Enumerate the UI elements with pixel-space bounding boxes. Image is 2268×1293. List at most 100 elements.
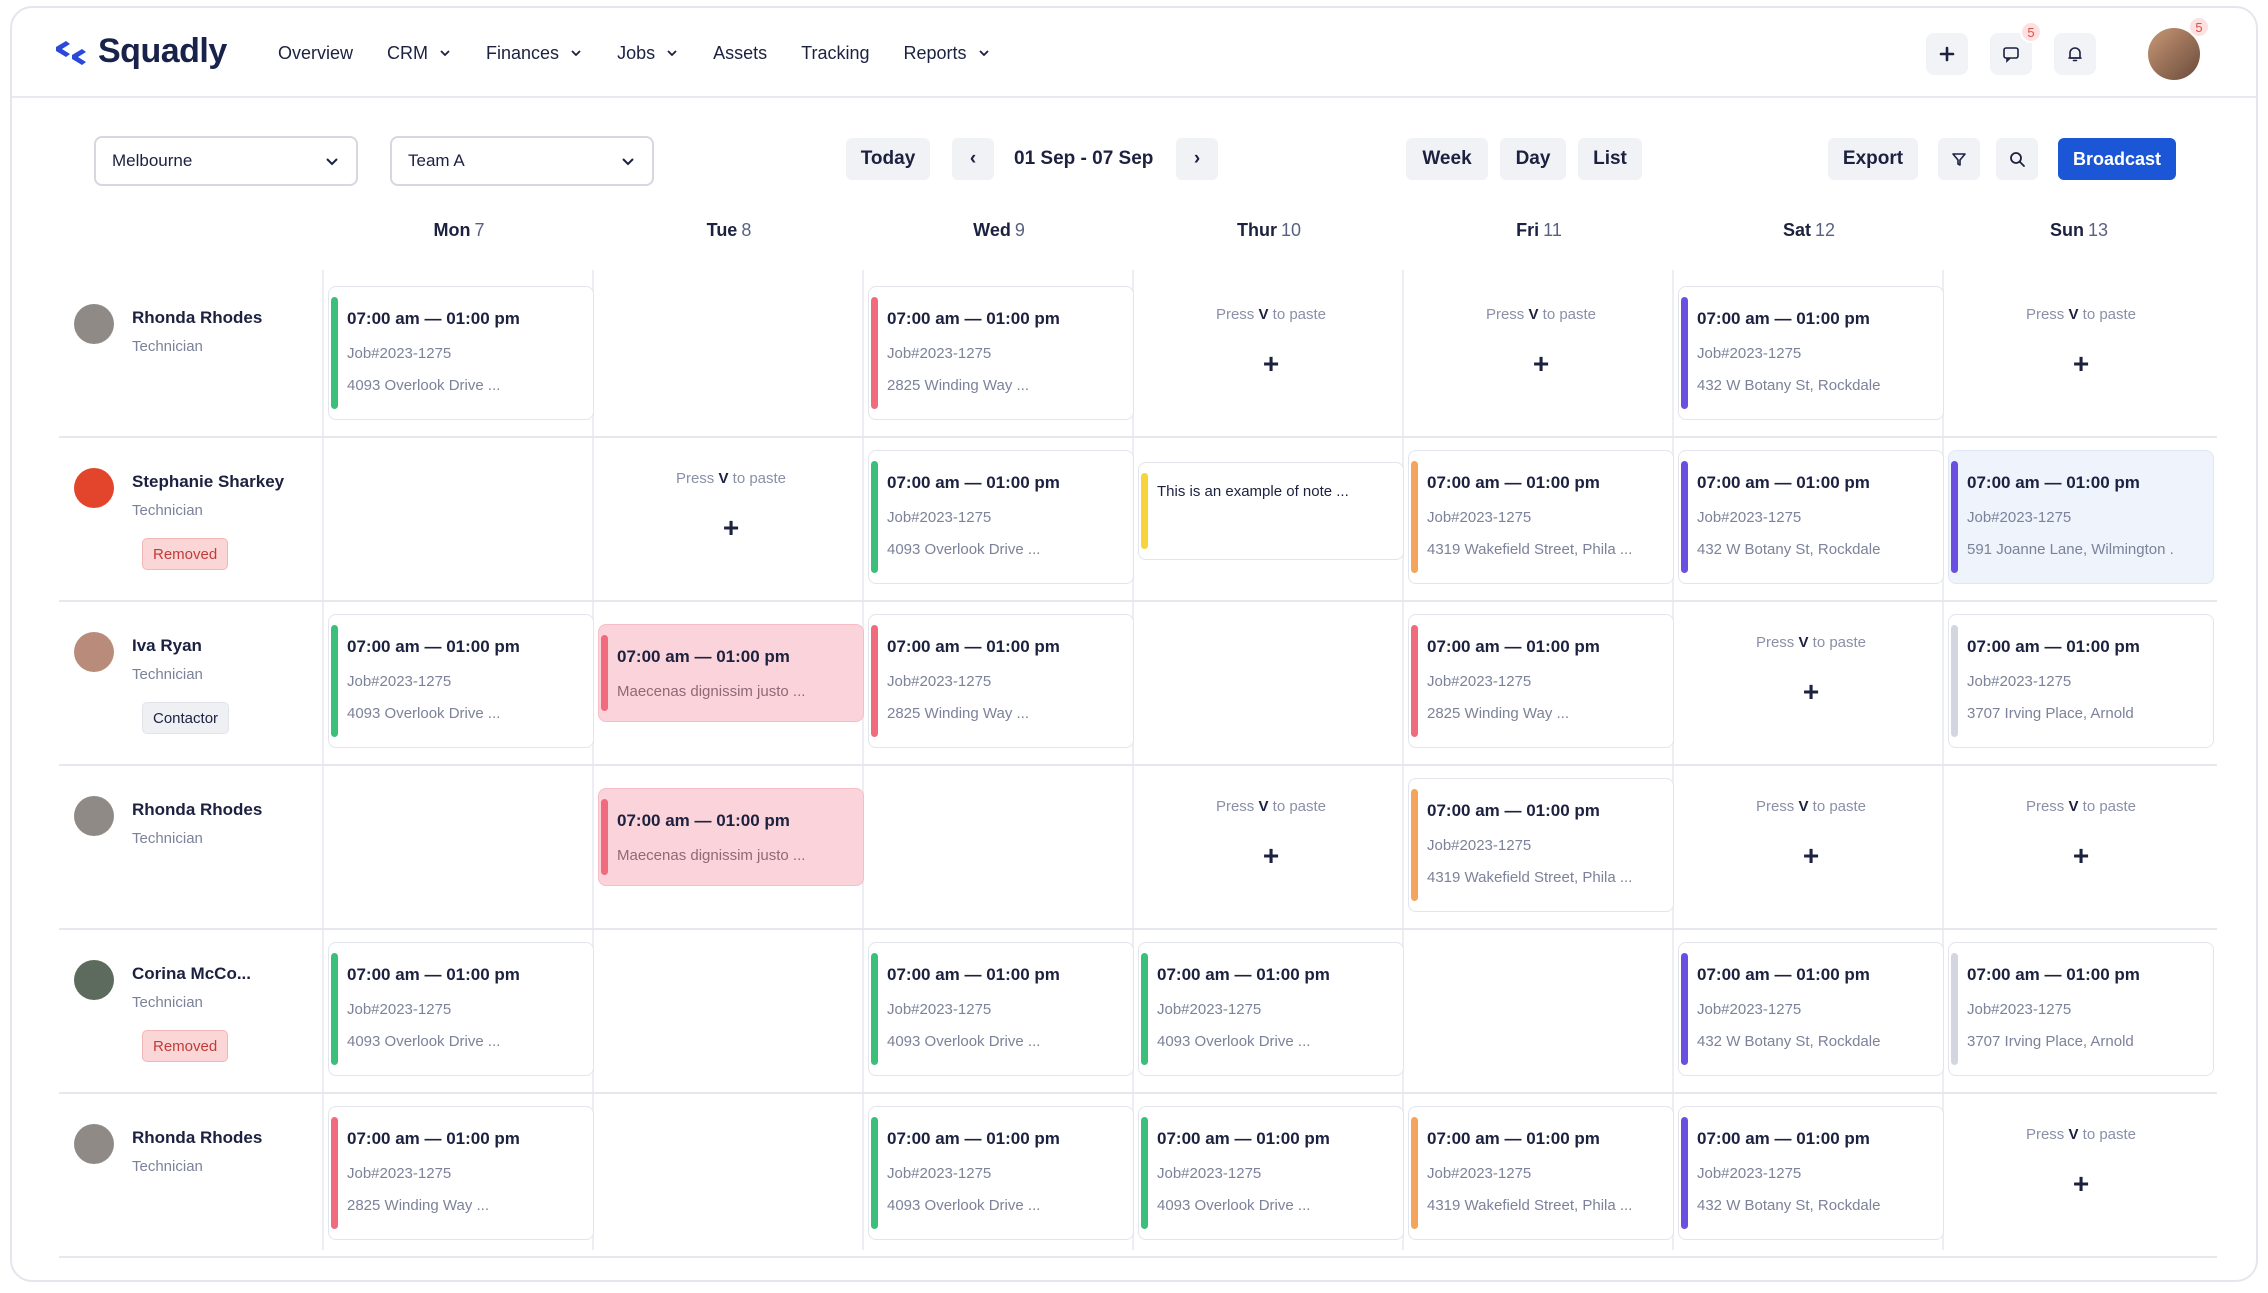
staff-name: Stephanie Sharkey (132, 472, 285, 491)
status-bar (1951, 625, 1958, 737)
paste-slot[interactable]: Press V to paste + (1948, 286, 2214, 420)
staff-member[interactable]: Corina McCo... Technician Removed (74, 960, 304, 1070)
nav-item-tracking[interactable]: Tracking (801, 43, 869, 64)
job-number: Job#2023-1275 (347, 345, 452, 362)
staff-member[interactable]: Rhonda Rhodes Technician (74, 796, 304, 906)
paste-slot[interactable]: Press V to paste + (1948, 1106, 2214, 1240)
nav-item-overview[interactable]: Overview (278, 43, 353, 64)
prev-week-button[interactable]: ‹ (952, 138, 994, 180)
job-card[interactable]: 07:00 am — 01:00 pm Job#2023-1275 3707 Irv… (1948, 614, 2214, 748)
add-shift-plus-icon[interactable]: + (2072, 840, 2090, 871)
job-card[interactable]: 07:00 am — 01:00 pm Job#2023-1275 591 Joan… (1948, 450, 2214, 584)
nav-item-crm[interactable]: CRM (387, 43, 452, 64)
add-shift-plus-icon[interactable]: + (722, 512, 740, 543)
status-bar (1681, 297, 1688, 409)
add-shift-plus-icon[interactable]: + (1802, 676, 1820, 707)
job-card[interactable]: 07:00 am — 01:00 pm Job#2023-1275 4093 Ove… (328, 614, 594, 748)
avatar (74, 1124, 114, 1164)
job-time: 07:00 am — 01:00 pm (1967, 637, 2140, 656)
job-card[interactable]: 07:00 am — 01:00 pm Job#2023-1275 432 W Bo… (1678, 286, 1944, 420)
nav-item-jobs[interactable]: Jobs (617, 43, 679, 64)
add-shift-plus-icon[interactable]: + (2072, 1168, 2090, 1199)
job-card[interactable]: 07:00 am — 01:00 pm Job#2023-1275 4093 Ove… (328, 286, 594, 420)
job-card[interactable]: 07:00 am — 01:00 pm Job#2023-1275 4319 Wak… (1408, 1106, 1674, 1240)
job-time: 07:00 am — 01:00 pm (1967, 965, 2140, 984)
team-select[interactable]: Team A (390, 136, 654, 186)
job-address: 4319 Wakefield Street, Phila ... (1427, 1197, 1633, 1214)
job-card[interactable]: 07:00 am — 01:00 pm Job#2023-1275 432 W Bo… (1678, 1106, 1944, 1240)
job-address: 4319 Wakefield Street, Phila ... (1427, 869, 1633, 886)
job-card[interactable]: 07:00 am — 01:00 pm Job#2023-1275 432 W Bo… (1678, 942, 1944, 1076)
add-button[interactable] (1926, 33, 1968, 75)
staff-member[interactable]: Iva Ryan Technician Contactor (74, 632, 304, 742)
job-card[interactable]: 07:00 am — 01:00 pm Job#2023-1275 4319 Wak… (1408, 778, 1674, 912)
add-shift-plus-icon[interactable]: + (1532, 348, 1550, 379)
header-actions: 5 5 (1926, 16, 2210, 80)
paste-key: V (2068, 1126, 2079, 1143)
job-card[interactable]: 07:00 am — 01:00 pm Job#2023-1275 4093 Ove… (868, 1106, 1134, 1240)
location-select[interactable]: Melbourne (94, 136, 358, 186)
nav-item-assets[interactable]: Assets (713, 43, 767, 64)
logo[interactable]: Squadly (54, 32, 227, 71)
notifications-button[interactable] (2054, 33, 2096, 75)
job-card[interactable]: 07:00 am — 01:00 pm Job#2023-1275 4093 Ove… (328, 942, 594, 1076)
paste-key: V (2068, 306, 2079, 323)
day-view-button[interactable]: Day (1500, 138, 1566, 180)
schedule-toolbar: Melbourne Team A Today ‹ 01 Sep - 07 Sep… (12, 98, 2256, 218)
paste-slot[interactable]: Press V to paste + (1138, 286, 1404, 420)
paste-slot[interactable]: Press V to paste + (1678, 614, 1944, 748)
staff-member[interactable]: Rhonda Rhodes Technician (74, 1124, 304, 1234)
job-address: 4093 Overlook Drive ... (887, 541, 1041, 558)
job-card[interactable]: 07:00 am — 01:00 pm Job#2023-1275 4093 Ove… (1138, 1106, 1404, 1240)
status-bar (1681, 1117, 1688, 1229)
export-button[interactable]: Export (1828, 138, 1918, 180)
filter-button[interactable] (1938, 138, 1980, 180)
main-nav: Overview CRM Finances Jobs Assets Tracking Rep… (278, 8, 1025, 98)
staff-member[interactable]: Rhonda Rhodes Technician (74, 304, 304, 414)
messages-badge: 5 (2020, 21, 2042, 43)
messages-button[interactable]: 5 (1990, 21, 2042, 75)
add-shift-plus-icon[interactable]: + (1802, 840, 1820, 871)
nav-item-reports[interactable]: Reports (903, 43, 990, 64)
search-button[interactable] (1996, 138, 2038, 180)
paste-slot[interactable]: Press V to paste + (1948, 778, 2214, 912)
note-card[interactable]: This is an example of note ... (1138, 462, 1404, 560)
job-card[interactable]: 07:00 am — 01:00 pm Job#2023-1275 432 W Bo… (1678, 450, 1944, 584)
next-week-button[interactable]: › (1176, 138, 1218, 180)
day-number: 8 (741, 220, 752, 240)
job-card[interactable]: 07:00 am — 01:00 pm Job#2023-1275 3707 Irv… (1948, 942, 2214, 1076)
paste-slot[interactable]: Press V to paste + (1678, 778, 1944, 912)
week-view-button[interactable]: Week (1406, 138, 1488, 180)
add-shift-plus-icon[interactable]: + (1262, 840, 1280, 871)
job-card[interactable]: 07:00 am — 01:00 pm Job#2023-1275 4093 Ove… (868, 942, 1134, 1076)
add-shift-plus-icon[interactable]: + (2072, 348, 2090, 379)
job-card[interactable]: 07:00 am — 01:00 pm Job#2023-1275 2825 Win… (868, 614, 1134, 748)
status-bar (331, 953, 338, 1065)
job-time: 07:00 am — 01:00 pm (1427, 637, 1600, 656)
job-address: 432 W Botany St, Rockdale (1697, 1197, 1881, 1214)
list-view-button[interactable]: List (1578, 138, 1642, 180)
status-bar (1681, 461, 1688, 573)
job-number: Job#2023-1275 (887, 1165, 992, 1182)
job-card[interactable]: 07:00 am — 01:00 pm Job#2023-1275 4319 Wak… (1408, 450, 1674, 584)
broadcast-button[interactable]: Broadcast (2058, 138, 2176, 180)
job-card[interactable]: 07:00 am — 01:00 pm Job#2023-1275 4093 Ove… (1138, 942, 1404, 1076)
job-card[interactable]: 07:00 am — 01:00 pm Job#2023-1275 2825 Win… (328, 1106, 594, 1240)
staff-name: Rhonda Rhodes (132, 800, 263, 819)
job-card[interactable]: 07:00 am — 01:00 pm Job#2023-1275 2825 Win… (868, 286, 1134, 420)
today-button[interactable]: Today (846, 138, 930, 180)
job-card[interactable]: 07:00 am — 01:00 pm Job#2023-1275 2825 Win… (1408, 614, 1674, 748)
unassigned-job-card[interactable]: 07:00 am — 01:00 pm Maecenas dignissim ju… (598, 788, 864, 886)
avatar (74, 304, 114, 344)
add-shift-plus-icon[interactable]: + (1262, 348, 1280, 379)
nav-item-finances[interactable]: Finances (486, 43, 583, 64)
paste-slot[interactable]: Press V to paste + (1138, 778, 1404, 912)
staff-member[interactable]: Stephanie Sharkey Technician Removed (74, 468, 304, 578)
user-avatar[interactable]: 5 (2148, 16, 2210, 80)
paste-slot[interactable]: Press V to paste + (1408, 286, 1674, 420)
paste-slot[interactable]: Press V to paste + (598, 450, 864, 584)
paste-hint: Press V to paste (1485, 306, 1597, 323)
job-card[interactable]: 07:00 am — 01:00 pm Job#2023-1275 4093 Ove… (868, 450, 1134, 584)
unassigned-job-card[interactable]: 07:00 am — 01:00 pm Maecenas dignissim ju… (598, 624, 864, 722)
avatar (74, 796, 114, 836)
